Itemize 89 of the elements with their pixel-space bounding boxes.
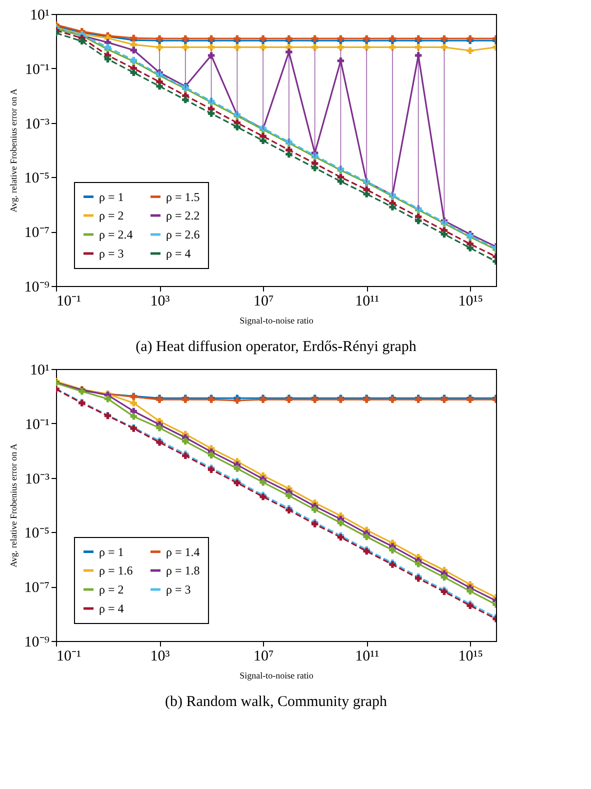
point bbox=[440, 44, 448, 51]
point bbox=[130, 69, 137, 76]
legend-label: ρ = 4 bbox=[166, 246, 191, 260]
point bbox=[286, 48, 292, 56]
point bbox=[104, 56, 112, 62]
point bbox=[415, 560, 422, 568]
point bbox=[234, 465, 241, 472]
point bbox=[182, 438, 189, 445]
legend-label: ρ = 1.8 bbox=[166, 564, 200, 578]
x-tick-label: 10⁻¹ bbox=[56, 648, 81, 664]
x-tick-label: 10³ bbox=[150, 648, 170, 664]
legend-label: ρ = 4 bbox=[99, 602, 124, 616]
legend-label: ρ = 2.2 bbox=[166, 208, 200, 222]
y-tick-label: 10⁻¹ bbox=[25, 62, 50, 78]
point bbox=[440, 574, 448, 581]
y-axis-title: Avg. relative Frobenius error on A bbox=[8, 443, 18, 568]
point bbox=[208, 110, 215, 117]
point bbox=[363, 190, 370, 198]
point bbox=[156, 424, 163, 432]
point bbox=[182, 96, 189, 104]
y-tick-label: 10⁻⁹ bbox=[24, 634, 50, 650]
x-axis-title: Signal-to-noise ratio bbox=[240, 670, 314, 680]
point bbox=[104, 44, 112, 51]
point bbox=[130, 46, 137, 54]
point bbox=[182, 44, 189, 51]
point bbox=[78, 38, 86, 45]
point bbox=[415, 217, 422, 224]
point bbox=[130, 413, 137, 420]
legend-label: ρ = 1.6 bbox=[99, 564, 133, 578]
point bbox=[208, 452, 215, 459]
point bbox=[260, 479, 266, 486]
point bbox=[466, 47, 474, 54]
x-tick-label: 10¹¹ bbox=[355, 648, 380, 664]
x-tick-label: 10¹⁵ bbox=[458, 648, 483, 664]
point bbox=[466, 244, 474, 252]
x-tick-label: 10⁻¹ bbox=[56, 294, 81, 310]
point bbox=[234, 397, 241, 404]
point bbox=[337, 178, 344, 185]
x-tick-label: 10⁷ bbox=[253, 294, 274, 310]
legend-label: ρ = 1 bbox=[99, 190, 124, 204]
y-tick-label: 10¹ bbox=[30, 362, 50, 378]
point bbox=[286, 492, 292, 500]
point bbox=[363, 44, 370, 51]
x-axis-title: Signal-to-noise ratio bbox=[240, 316, 314, 326]
y-tick-label: 10⁻⁷ bbox=[24, 225, 50, 242]
legend-label: ρ = 1.4 bbox=[166, 544, 200, 559]
y-tick-label: 10⁻³ bbox=[25, 116, 50, 132]
point bbox=[208, 44, 215, 51]
y-tick-label: 10⁻³ bbox=[25, 471, 50, 488]
point bbox=[389, 204, 396, 210]
point bbox=[208, 52, 215, 59]
y-tick-label: 10¹ bbox=[30, 8, 50, 24]
y-tick-label: 10⁻⁵ bbox=[24, 170, 50, 187]
point bbox=[286, 150, 292, 158]
y-tick-label: 10⁻⁷ bbox=[24, 580, 50, 596]
point bbox=[260, 44, 266, 51]
point bbox=[311, 506, 318, 513]
point bbox=[363, 533, 370, 540]
legend-label: ρ = 2 bbox=[99, 208, 124, 222]
point bbox=[389, 546, 396, 554]
point bbox=[440, 230, 448, 238]
point bbox=[260, 137, 266, 144]
legend-label: ρ = 3 bbox=[166, 582, 191, 596]
legend-label: ρ = 2 bbox=[99, 582, 124, 596]
point bbox=[156, 44, 163, 51]
x-tick-label: 10¹¹ bbox=[355, 294, 380, 310]
x-tick-label: 10⁷ bbox=[253, 648, 274, 664]
x-tick-label: 10¹⁵ bbox=[458, 294, 483, 310]
legend-label: ρ = 2.6 bbox=[166, 228, 200, 242]
point bbox=[337, 520, 344, 526]
text: (a) Heat diffusion operator, Erdős-Rényi graph bbox=[136, 339, 417, 355]
x-tick-label: 10³ bbox=[150, 294, 170, 310]
y-tick-label: 10⁻⁹ bbox=[24, 280, 50, 296]
legend-label: ρ = 3 bbox=[99, 246, 124, 260]
point bbox=[104, 395, 112, 402]
point bbox=[156, 82, 163, 90]
point bbox=[389, 44, 396, 51]
point bbox=[234, 124, 241, 130]
point bbox=[466, 588, 474, 595]
point bbox=[337, 44, 344, 51]
point bbox=[311, 164, 318, 172]
legend-label: ρ = 1.5 bbox=[166, 190, 200, 204]
legend-label: ρ = 1 bbox=[99, 544, 124, 559]
y-axis-title: Avg. relative Frobenius error on A bbox=[8, 88, 18, 212]
legend-label: ρ = 2.4 bbox=[99, 228, 133, 242]
y-tick-label: 10⁻⁵ bbox=[24, 526, 50, 542]
text: (b) Random walk, Community graph bbox=[164, 694, 388, 710]
y-tick-label: 10⁻¹ bbox=[25, 416, 50, 433]
point bbox=[130, 400, 137, 406]
